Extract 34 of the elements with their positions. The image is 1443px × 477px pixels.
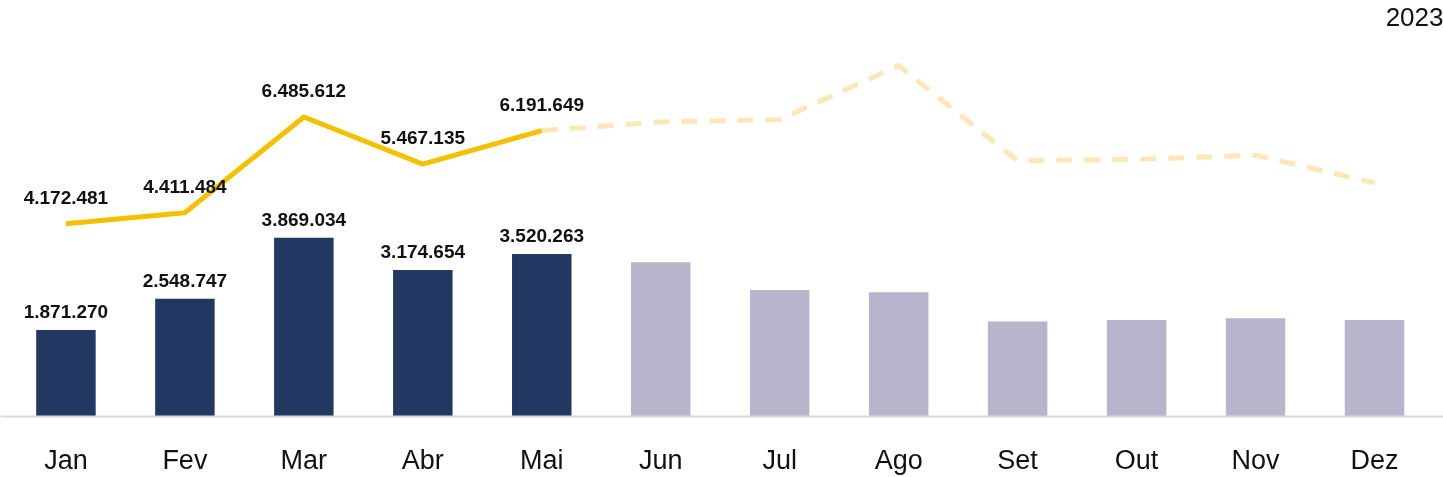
x-tick-label: Jun (638, 444, 683, 475)
bar (1225, 318, 1286, 417)
bar (1106, 320, 1167, 417)
bar (868, 292, 929, 417)
data-label: 6.191.649 (499, 93, 585, 115)
data-label: 4.172.481 (23, 186, 109, 208)
x-tick-label: Mai (520, 444, 564, 475)
bar (749, 289, 810, 417)
chart-title: 2023 (1385, 1, 1443, 32)
bar (1344, 320, 1405, 417)
data-label: 1.871.270 (23, 301, 109, 323)
x-tick-label: Nov (1231, 444, 1281, 475)
data-label: 2.548.747 (142, 269, 228, 291)
x-tick-label: Out (1114, 444, 1159, 475)
x-tick-label: Fev (162, 444, 208, 475)
bar (274, 237, 334, 417)
bar (393, 269, 453, 417)
x-tick-label: Ago (874, 444, 923, 475)
x-tick-label: Jul (762, 444, 797, 475)
bar (630, 262, 691, 417)
x-tick-label: Set (997, 444, 1039, 475)
data-label: 3.520.263 (499, 224, 585, 246)
bar (987, 321, 1048, 417)
x-tick-label: Jan (44, 444, 88, 475)
bar (512, 253, 572, 417)
data-label: 3.174.654 (380, 240, 466, 262)
bar (155, 298, 215, 417)
bar (36, 330, 96, 417)
data-label: 6.485.612 (261, 80, 347, 102)
x-tick-label: Dez (1350, 444, 1399, 475)
data-label: 3.869.034 (261, 208, 347, 230)
x-tick-label: Abr (401, 444, 444, 475)
x-tick-label: Mar (280, 444, 328, 475)
data-label: 5.467.135 (380, 127, 466, 149)
